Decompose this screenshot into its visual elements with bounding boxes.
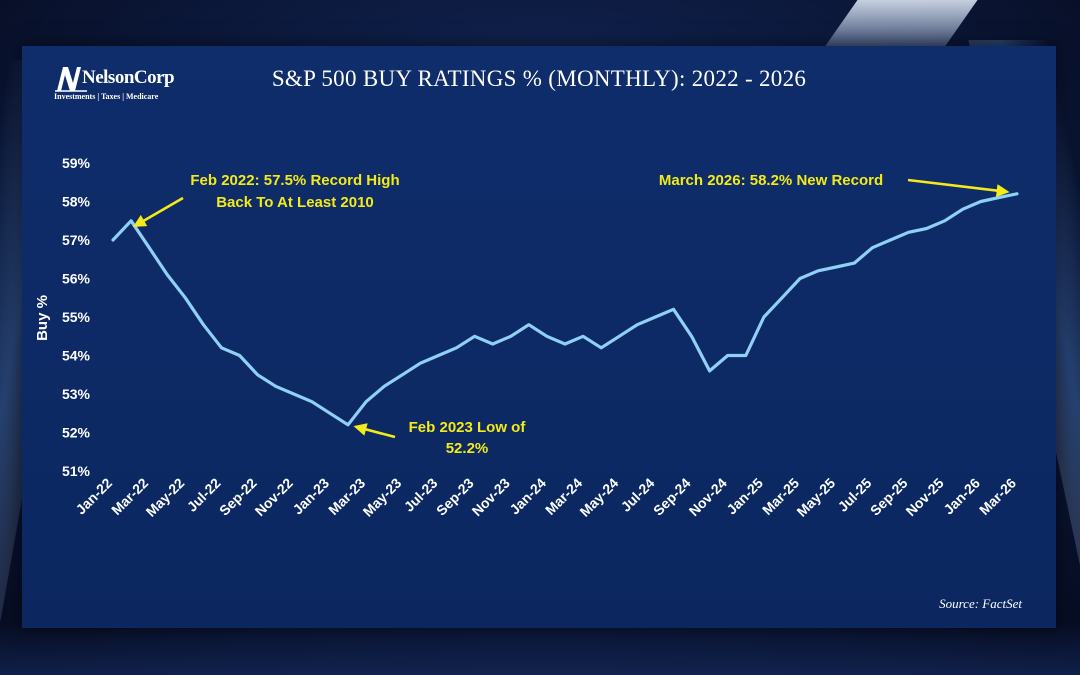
y-tick-label: 56%	[62, 271, 91, 287]
y-tick-label: 54%	[62, 348, 91, 364]
annotation-record-high-arrow	[132, 196, 184, 228]
y-tick-label: 52%	[62, 425, 91, 441]
x-tick-label: May-22	[143, 475, 188, 520]
logo-tagline: Investments | Taxes | Medicare	[54, 92, 159, 101]
x-tick-label: Sep-25	[867, 475, 911, 519]
x-tick-label: Jan-22	[72, 475, 115, 518]
x-tick-label: Nov-23	[469, 475, 513, 519]
x-tick-label: Mar-26	[976, 475, 1019, 518]
background-floor	[0, 625, 1080, 675]
x-tick-label: Jan-24	[506, 475, 549, 518]
x-tick-label: Nov-22	[252, 475, 296, 519]
y-tick-label: 59%	[62, 155, 91, 171]
annotation-new-record-text: March 2026: 58.2% New Record	[659, 172, 883, 189]
x-tick-label: Nov-25	[902, 475, 946, 519]
y-tick-label: 57%	[62, 232, 91, 248]
y-axis-ticks: 51% 52% 53% 54% 55% 56% 57% 58% 59%	[62, 155, 91, 479]
chart-panel: NelsonCorp Investments | Taxes | Medicar…	[22, 46, 1056, 628]
x-tick-label: Jan-25	[723, 475, 766, 518]
annotation-record-high-text: Back To At Least 2010	[216, 194, 374, 211]
x-tick-label: May-24	[576, 475, 621, 520]
source-note: Source: FactSet	[939, 596, 1022, 611]
annotation-new-record-arrow	[907, 178, 1010, 198]
x-tick-label: Jan-26	[940, 475, 983, 518]
annotations: Feb 2022: 57.5% Record High Back To At Le…	[132, 172, 1010, 457]
x-tick-label: May-23	[360, 475, 405, 520]
annotation-low-arrow	[353, 423, 396, 439]
x-tick-label: Sep-22	[216, 475, 260, 519]
x-tick-label: Jan-23	[289, 475, 332, 518]
y-tick-label: 55%	[62, 309, 91, 325]
annotation-low-text: 52.2%	[446, 440, 489, 457]
x-tick-label: Sep-24	[650, 475, 694, 519]
chart-title: S&P 500 BUY RATINGS % (MONTHLY): 2022 - …	[271, 66, 807, 91]
y-tick-label: 51%	[62, 463, 91, 479]
annotation-low-text: Feb 2023 Low of	[409, 419, 527, 436]
logo-name: NelsonCorp	[82, 67, 175, 88]
y-axis-title: Buy %	[34, 295, 51, 341]
x-tick-label: Sep-23	[433, 475, 477, 519]
annotation-record-high-text: Feb 2022: 57.5% Record High	[190, 172, 399, 189]
y-tick-label: 53%	[62, 386, 91, 402]
nelsoncorp-n-icon	[55, 67, 87, 92]
x-axis-ticks: Jan-22Mar-22May-22Jul-22Sep-22Nov-22Jan-…	[72, 475, 1019, 520]
buy-ratings-line	[111, 192, 1019, 427]
x-tick-label: May-25	[793, 475, 838, 520]
y-tick-label: 58%	[62, 194, 91, 210]
nelsoncorp-logo: NelsonCorp Investments | Taxes | Medicar…	[54, 64, 184, 104]
x-tick-label: Nov-24	[686, 475, 730, 519]
